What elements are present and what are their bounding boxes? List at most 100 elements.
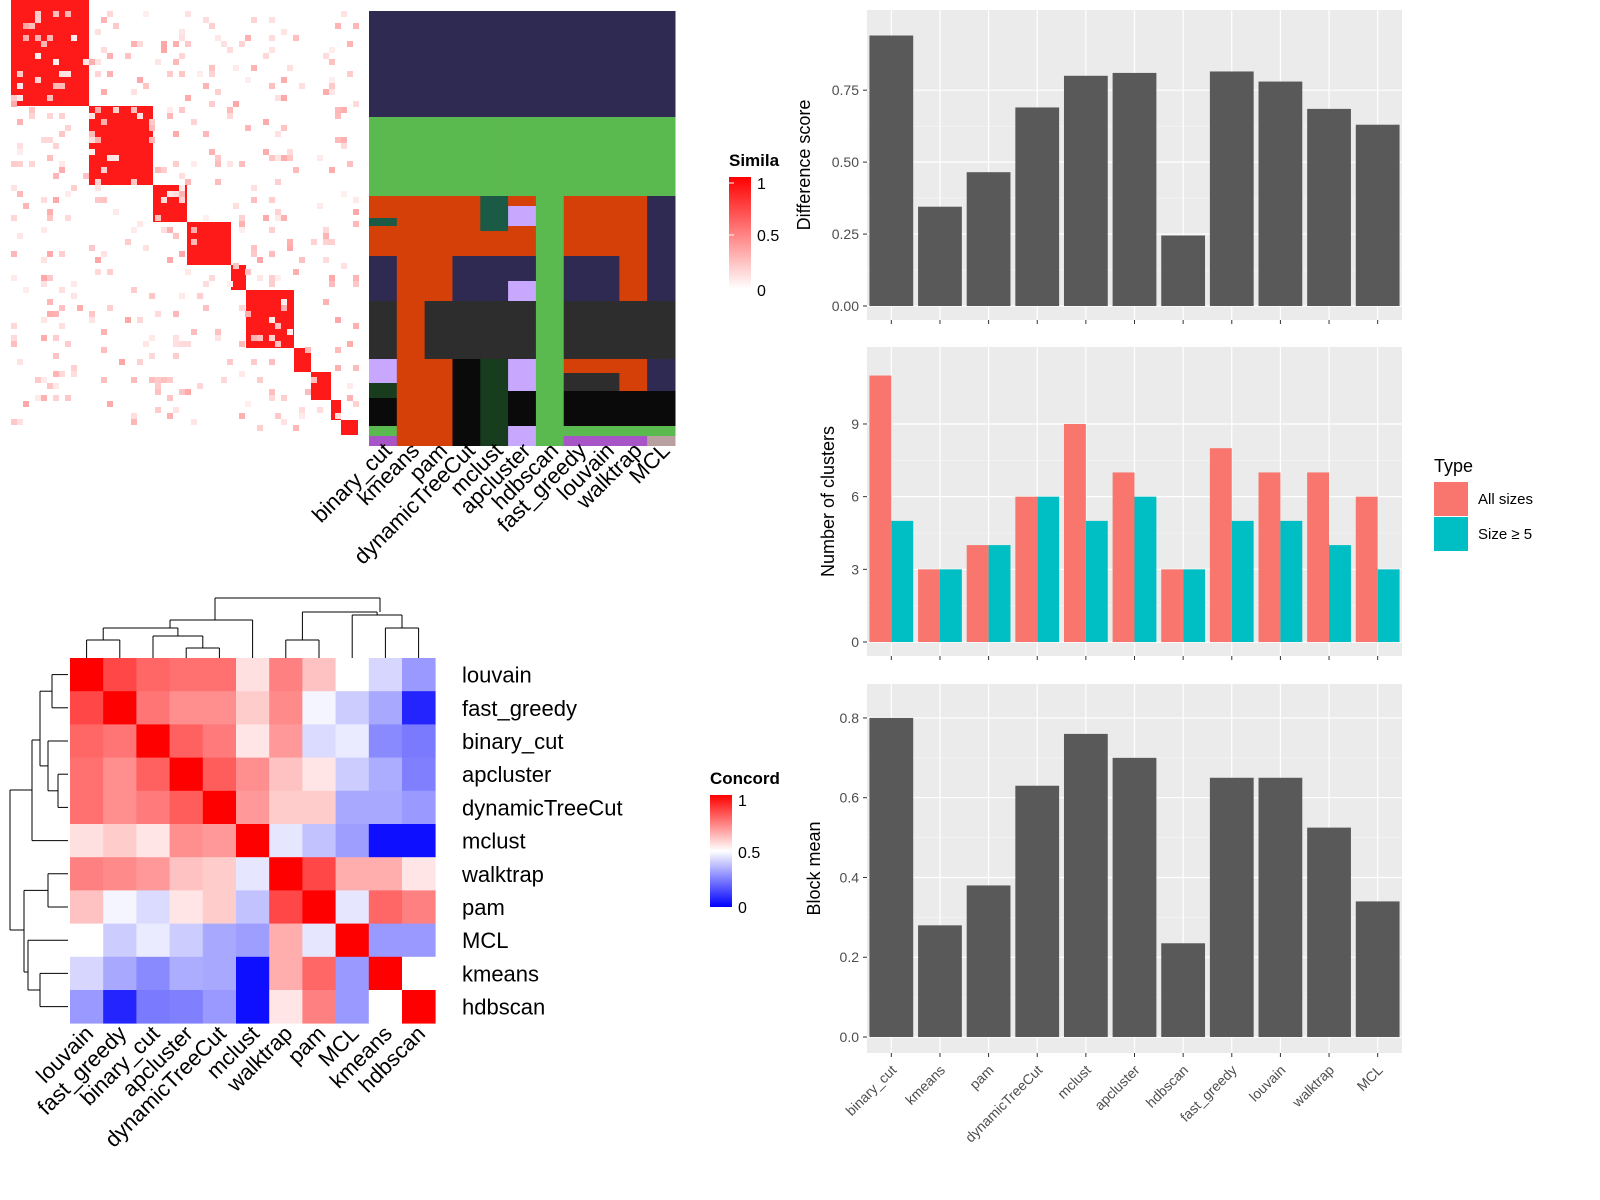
bar-size-5 — [1377, 569, 1400, 642]
concordance-cell — [136, 658, 170, 692]
bar — [1355, 901, 1400, 1037]
bar — [1112, 72, 1157, 306]
similarity-cell — [179, 29, 185, 35]
concordance-cell — [136, 890, 170, 924]
similarity-cell — [251, 359, 257, 365]
cluster-assignment-segment — [508, 226, 537, 256]
similarity-cell — [47, 35, 53, 41]
bar — [1063, 733, 1108, 1037]
similarity-cell — [227, 281, 233, 287]
concordance-cell — [269, 923, 303, 958]
similarity-cell — [275, 275, 281, 281]
similarity-cell — [59, 287, 65, 293]
similarity-cell — [179, 107, 185, 113]
similarity-cell — [335, 317, 341, 323]
similarity-cell — [107, 11, 113, 17]
similarity-cell — [101, 89, 107, 95]
cluster-assignment-segment — [563, 359, 593, 373]
similarity-cell — [329, 281, 335, 287]
cluster-assignment-segment — [591, 11, 620, 117]
concordance-cell — [103, 658, 137, 692]
cluster-assignment-segment — [508, 426, 537, 446]
concordance-cell — [169, 724, 204, 758]
cluster-assignment-segment — [563, 256, 593, 301]
concordance-cell — [169, 691, 204, 725]
bar-all-sizes — [1209, 448, 1232, 642]
cluster-assignment-segment — [619, 117, 648, 196]
similarity-cell — [11, 101, 17, 107]
bar-all-sizes — [869, 375, 892, 642]
similarity-cell — [353, 209, 359, 215]
cluster-assignment-segment — [591, 436, 620, 446]
similarity-cell — [173, 191, 179, 197]
similarity-cell — [17, 191, 23, 197]
concordance-cell — [335, 857, 370, 891]
similarity-cell — [293, 425, 299, 431]
similarity-cell — [251, 197, 257, 203]
similarity-cell — [41, 377, 47, 383]
cluster-assignment-segment — [369, 383, 398, 398]
concordance-cell — [202, 691, 237, 725]
similarity-cell — [335, 113, 341, 119]
similarity-cell — [185, 389, 191, 395]
similarity-cell — [203, 281, 209, 287]
similarity-cell — [17, 143, 23, 149]
similarity-cell — [47, 299, 53, 305]
similarity-cell — [353, 323, 359, 329]
similarity-cell — [47, 209, 53, 215]
bar-size-5 — [1037, 496, 1060, 642]
similarity-legend-tick-label: 0 — [757, 283, 766, 300]
concordance-cell — [103, 824, 137, 858]
similarity-cell — [173, 407, 179, 413]
similarity-cell — [11, 341, 17, 347]
similarity-cell — [59, 161, 65, 167]
similarity-cell — [59, 113, 65, 119]
concordance-cell — [302, 956, 336, 991]
similarity-cell — [185, 269, 191, 275]
concordance-row-label: dynamicTreeCut — [462, 795, 623, 820]
bar — [1209, 777, 1254, 1037]
similarity-cell — [155, 389, 161, 395]
cluster-assignment-segment — [647, 196, 676, 301]
concordance-cell — [402, 890, 436, 924]
similarity-cell — [17, 161, 23, 167]
x-tick-label: apcluster — [1091, 1062, 1143, 1114]
similarity-cell — [239, 371, 245, 377]
cluster-assignment-segment — [535, 11, 565, 117]
similarity-cell — [275, 209, 281, 215]
concordance-cell — [103, 923, 137, 958]
similarity-cell — [95, 59, 101, 65]
concordance-cell — [202, 857, 237, 891]
similarity-cell — [167, 227, 173, 233]
similarity-cell — [53, 59, 59, 65]
similarity-cell — [269, 275, 275, 281]
similarity-cell — [239, 215, 245, 221]
cluster-assignment-segment — [647, 426, 676, 436]
concordance-row-label: louvain — [462, 663, 532, 688]
similarity-cell — [341, 11, 347, 17]
similarity-cell — [203, 215, 209, 221]
similarity-cell — [179, 173, 185, 179]
similarity-cell — [275, 179, 281, 185]
concordance-cell — [70, 890, 104, 924]
similarity-cell — [197, 383, 203, 389]
concordance-legend-tick-label: 0 — [738, 900, 747, 917]
concordance-cell — [335, 790, 370, 825]
similarity-cell — [95, 197, 101, 203]
cluster-assignment-segment — [369, 398, 398, 426]
similarity-cell — [65, 11, 71, 17]
similarity-cell — [53, 371, 59, 377]
similarity-cell — [341, 143, 347, 149]
similarity-cell — [125, 317, 131, 323]
cluster-assignment-segment — [369, 226, 398, 256]
similarity-cell — [167, 377, 173, 383]
bar — [1209, 71, 1254, 307]
similarity-cell — [101, 17, 107, 23]
concordance-cell — [302, 658, 336, 692]
similarity-cell — [11, 185, 17, 191]
similarity-cell — [59, 131, 65, 137]
concordance-cell — [368, 857, 403, 891]
legend-title: Type — [1434, 456, 1473, 476]
concordance-cell — [368, 658, 403, 692]
